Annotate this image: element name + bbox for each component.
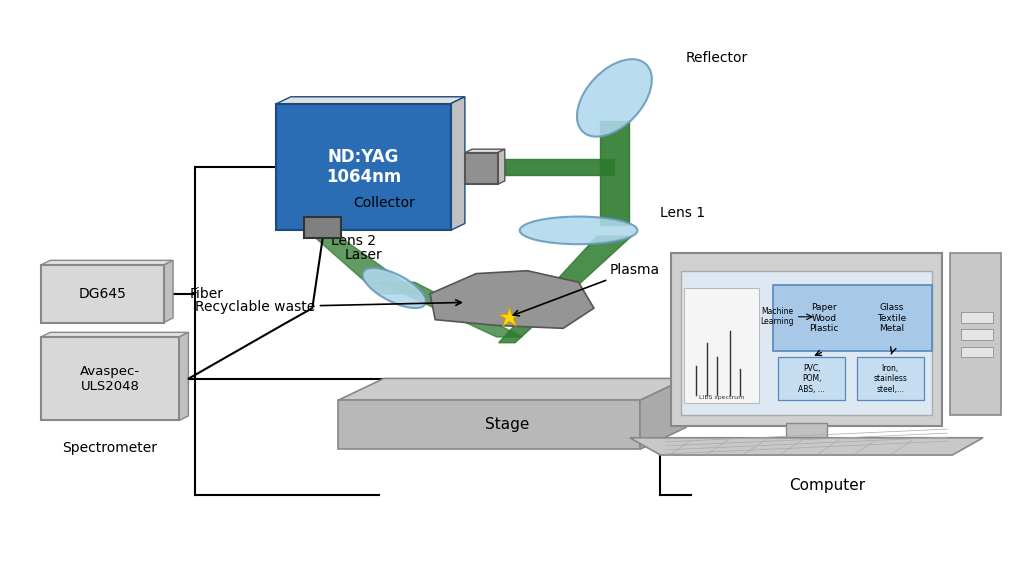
Bar	[961, 312, 993, 323]
Polygon shape	[338, 400, 640, 449]
Polygon shape	[379, 282, 522, 337]
Bar	[778, 357, 845, 400]
Polygon shape	[499, 236, 632, 343]
Bar	[950, 253, 1001, 415]
Bar	[786, 423, 827, 444]
Text: Lens 2: Lens 2	[331, 234, 376, 248]
Bar	[857, 357, 924, 400]
Bar	[671, 253, 942, 426]
Polygon shape	[451, 97, 465, 230]
Text: LIBS spectrum: LIBS spectrum	[698, 395, 744, 400]
Polygon shape	[465, 149, 505, 153]
Polygon shape	[310, 233, 420, 294]
Ellipse shape	[519, 217, 637, 244]
Text: Recyclable waste: Recyclable waste	[195, 300, 461, 314]
Ellipse shape	[577, 59, 652, 137]
Text: Iron,
stainless
steel,...: Iron, stainless steel,...	[873, 364, 907, 393]
Ellipse shape	[362, 268, 426, 308]
Bar	[41, 337, 179, 420]
Text: Avaspec-
ULS2048: Avaspec- ULS2048	[80, 365, 140, 393]
Polygon shape	[430, 271, 594, 328]
Bar	[961, 329, 993, 340]
Text: Reflector: Reflector	[686, 51, 749, 65]
Text: Lens 1: Lens 1	[660, 206, 706, 220]
Text: Machine
Learning: Machine Learning	[761, 307, 794, 327]
Text: Glass
Textile
Metal: Glass Textile Metal	[878, 304, 907, 333]
Bar	[465, 153, 498, 184]
Bar	[684, 288, 759, 403]
Bar	[41, 265, 164, 323]
Polygon shape	[164, 260, 173, 323]
Polygon shape	[640, 378, 686, 449]
Polygon shape	[179, 332, 188, 420]
Text: Spectrometer: Spectrometer	[62, 441, 158, 454]
Text: Laser: Laser	[345, 248, 382, 262]
Bar	[681, 271, 932, 415]
Bar	[773, 285, 932, 351]
Polygon shape	[498, 149, 505, 184]
Bar	[961, 347, 993, 357]
Polygon shape	[338, 378, 686, 400]
Polygon shape	[505, 159, 614, 175]
Bar	[304, 217, 341, 238]
Polygon shape	[41, 260, 173, 265]
Text: DG645: DG645	[79, 287, 126, 301]
Polygon shape	[630, 438, 983, 455]
Text: ND:YAG
1064nm: ND:YAG 1064nm	[326, 147, 401, 187]
Text: Stage: Stage	[485, 417, 529, 433]
Polygon shape	[600, 121, 629, 225]
Text: PVC,
POM,
ABS, ...: PVC, POM, ABS, ...	[798, 364, 825, 393]
Bar	[276, 104, 451, 230]
Text: Fiber: Fiber	[189, 287, 223, 301]
Text: Collector: Collector	[353, 196, 415, 210]
Text: Plasma: Plasma	[513, 263, 659, 316]
Text: Computer: Computer	[788, 478, 865, 493]
Polygon shape	[41, 332, 188, 337]
Polygon shape	[276, 97, 465, 104]
Text: Paper
Wood
Plastic: Paper Wood Plastic	[809, 304, 839, 333]
